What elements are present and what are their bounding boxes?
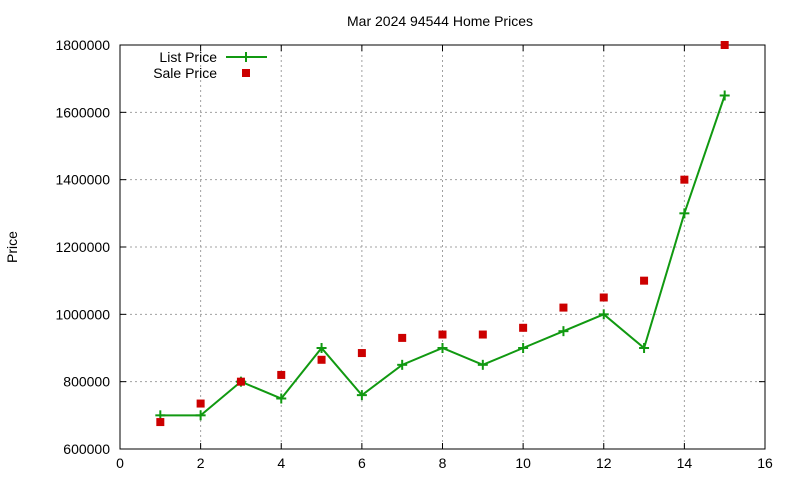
- sale-price-point: [478, 330, 487, 339]
- y-tick-label: 1600000: [55, 104, 110, 120]
- y-tick-label: 1400000: [55, 172, 110, 188]
- sale-price-point: [196, 399, 205, 408]
- sale-price-point: [680, 175, 689, 184]
- x-tick-label: 4: [277, 455, 285, 471]
- list-price-point: [437, 343, 448, 353]
- list-price-point: [719, 90, 730, 101]
- list-price-point: [316, 343, 327, 353]
- x-tick-label: 8: [439, 455, 447, 471]
- list-price-point: [356, 390, 367, 401]
- sale-price-point: [519, 323, 528, 332]
- list-price-point: [598, 309, 609, 320]
- list-price-point: [558, 326, 569, 337]
- y-tick-label: 600000: [63, 441, 110, 457]
- axis-ticks: 0 2 4 6 8 10 12 14 16 600000 800000 1000000 1200000 1…: [55, 37, 773, 471]
- legend-label: List Price: [159, 49, 217, 65]
- sale-price-point: [357, 349, 366, 358]
- legend-square-marker: [242, 69, 250, 77]
- y-tick-label: 1000000: [55, 306, 110, 322]
- y-tick-label: 800000: [63, 374, 110, 390]
- sale-price-point: [640, 276, 649, 285]
- sale-price-point: [559, 303, 568, 312]
- x-tick-label: 2: [197, 455, 205, 471]
- x-tick-label: 12: [596, 455, 612, 471]
- list-price-point: [518, 343, 529, 353]
- sale-price-point: [277, 370, 286, 379]
- y-axis-label: Price: [4, 231, 20, 263]
- x-tick-label: 16: [757, 455, 773, 471]
- list-price-point: [276, 393, 287, 404]
- y-tick-label: 1800000: [55, 37, 110, 53]
- x-tick-label: 10: [515, 455, 531, 471]
- x-tick-label: 14: [677, 455, 693, 471]
- sale-price-point: [398, 333, 407, 342]
- legend-label: Sale Price: [153, 65, 217, 81]
- list-price-point: [639, 343, 650, 353]
- legend-plus-marker: [241, 52, 251, 62]
- sale-price-point: [438, 330, 447, 339]
- x-tick-label: 6: [358, 455, 366, 471]
- y-tick-label: 1200000: [55, 239, 110, 255]
- x-tick-label: 0: [116, 455, 124, 471]
- chart-title: Mar 2024 94544 Home Prices: [347, 13, 533, 29]
- list-price-point: [195, 410, 206, 421]
- data-series: [155, 41, 730, 427]
- list-price-point: [679, 208, 690, 219]
- sale-price-point: [720, 41, 729, 49]
- sale-price-point: [236, 377, 245, 386]
- sale-price-point: [317, 355, 326, 364]
- sale-price-point: [156, 418, 165, 427]
- grid-lines: [120, 45, 765, 449]
- sale-price-point: [599, 293, 608, 302]
- list-price-point: [477, 359, 488, 370]
- list-price-point: [397, 359, 408, 370]
